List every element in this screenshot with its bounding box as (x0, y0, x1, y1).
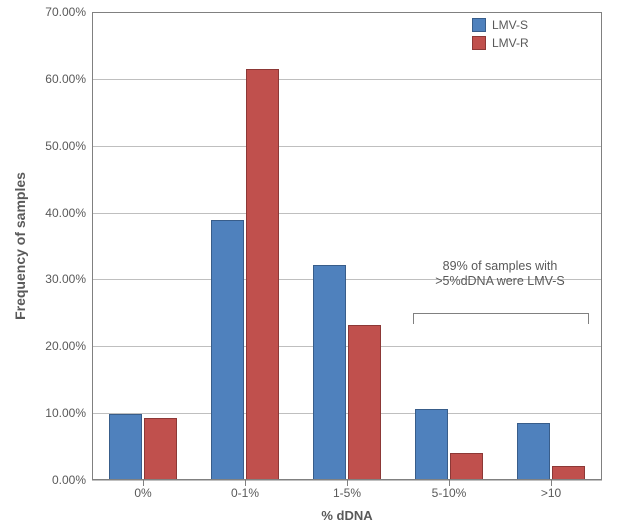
gridline (92, 146, 602, 147)
legend-label: LMV-R (492, 36, 529, 50)
gridline (92, 79, 602, 80)
bar (313, 265, 346, 480)
gridline (92, 413, 602, 414)
y-tick-label: 10.00% (45, 406, 86, 420)
y-tick-label: 40.00% (45, 206, 86, 220)
annotation-line: 89% of samples with (443, 259, 558, 273)
y-tick-label: 20.00% (45, 339, 86, 353)
y-tick-label: 0.00% (52, 473, 86, 487)
gridline (92, 346, 602, 347)
bar (415, 409, 448, 480)
annotation-line: >5%dDNA were LMV-S (435, 274, 565, 288)
legend-swatch (472, 36, 486, 50)
plot-area: 0.00%10.00%20.00%30.00%40.00%50.00%60.00… (92, 12, 602, 480)
bar (211, 220, 244, 480)
plot-border (92, 12, 602, 480)
legend: LMV-S LMV-R (472, 18, 529, 54)
bar (348, 325, 381, 480)
bar (517, 423, 550, 480)
x-tick-label: 0-1% (231, 486, 259, 500)
annotation-bracket (413, 313, 588, 324)
x-tick-label: 1-5% (333, 486, 361, 500)
y-tick-label: 60.00% (45, 72, 86, 86)
annotation-text: 89% of samples with>5%dDNA were LMV-S (420, 259, 580, 289)
x-tick-label: 5-10% (432, 486, 467, 500)
legend-label: LMV-S (492, 18, 528, 32)
legend-item: LMV-R (472, 36, 529, 50)
legend-swatch (472, 18, 486, 32)
bar (552, 466, 585, 480)
bar (450, 453, 483, 480)
gridline (92, 213, 602, 214)
legend-item: LMV-S (472, 18, 529, 32)
y-tick-label: 70.00% (45, 5, 86, 19)
bar (144, 418, 177, 480)
x-axis-line (92, 479, 602, 480)
frequency-bar-chart: 0.00% 10.00% 20.00% 30.00% 40.00% 50.00% 60.00… (0, 0, 626, 532)
x-tick-label: >10 (541, 486, 561, 500)
x-tick-label: 0% (134, 486, 151, 500)
y-tick-label: 50.00% (45, 139, 86, 153)
y-axis-title: Frequency of samples (12, 172, 28, 320)
bar (109, 414, 142, 480)
x-axis-title: % dDNA (321, 508, 372, 523)
bar (246, 69, 279, 480)
gridline (92, 12, 602, 13)
y-tick-label: 30.00% (45, 272, 86, 286)
